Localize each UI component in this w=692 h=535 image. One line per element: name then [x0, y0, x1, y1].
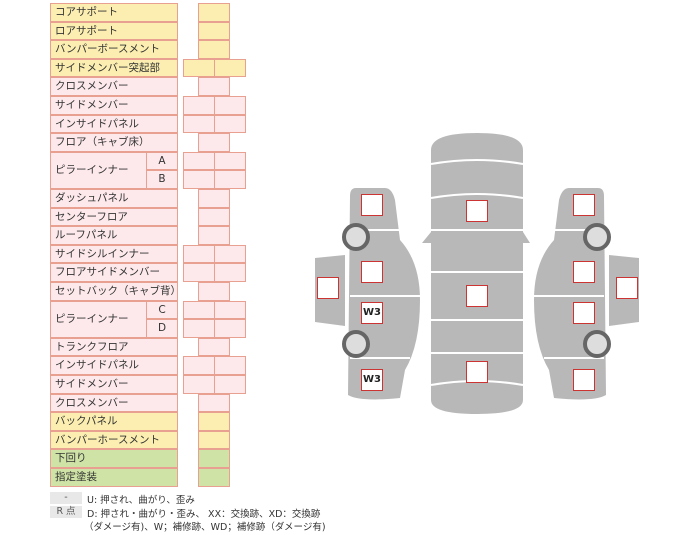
part-cell[interactable] [214, 244, 246, 264]
part-label: ルーフパネル [50, 226, 178, 245]
part-label: フロア（キャブ床） [50, 133, 178, 152]
mark-hood[interactable] [466, 200, 488, 222]
part-cell[interactable] [198, 3, 230, 22]
part-cell[interactable] [214, 151, 246, 171]
wheel-icon [342, 223, 370, 251]
car-right-side [534, 188, 606, 400]
part-cell[interactable] [198, 226, 230, 245]
part-cell[interactable] [214, 114, 246, 134]
part-cell[interactable] [198, 207, 230, 227]
part-cell[interactable] [214, 300, 246, 320]
part-label: クロスメンバー [50, 393, 178, 413]
part-cell[interactable] [198, 189, 230, 208]
part-cell[interactable] [214, 375, 246, 394]
part-sub-label: A [146, 151, 178, 171]
mark-right-front-door[interactable] [573, 261, 595, 283]
part-label: 下回り [50, 449, 178, 468]
part-label: ピラーインナー [50, 151, 147, 189]
legend-text: （ダメージ有)、W；補修跡、WD；補修跡（ダメージ有) [84, 522, 326, 533]
part-label: バックパネル [50, 412, 178, 431]
part-label: サイドメンバー [50, 96, 178, 115]
part-cell[interactable] [214, 263, 246, 282]
mark-right-rear-fender[interactable] [573, 369, 595, 391]
part-cell[interactable] [198, 449, 230, 468]
legend-text: D: 押され・曲がり・歪み、 XX：交換跡、XD：交換跡 [87, 509, 321, 520]
legend-key: R 点 [50, 506, 82, 518]
mark-right-mirror[interactable] [616, 277, 638, 299]
part-label: ロアサポート [50, 21, 178, 41]
part-cell[interactable] [214, 356, 246, 375]
part-label: サイドシルインナー [50, 244, 178, 264]
part-label: インサイドパネル [50, 356, 178, 375]
legend-key: - [50, 492, 82, 504]
part-label: サイドメンバー突起部 [50, 58, 178, 78]
mark-right-front-fender[interactable] [573, 194, 595, 216]
part-cell[interactable] [214, 319, 246, 338]
part-cell[interactable] [214, 58, 246, 78]
part-label: バンパーボースメント [50, 40, 178, 59]
part-label: バンパーホースメント [50, 430, 178, 450]
part-label: フロアサイドメンバー [50, 263, 178, 282]
car-left-side [348, 188, 420, 400]
part-label: 指定塗装 [50, 468, 178, 487]
wheel-icon [342, 330, 370, 358]
part-sub-label: C [146, 300, 178, 320]
wheel-icon [583, 223, 611, 251]
mark-left-mirror[interactable] [317, 277, 339, 299]
part-cell[interactable] [198, 412, 230, 431]
part-cell[interactable] [198, 468, 230, 487]
wheel-icon [583, 330, 611, 358]
part-cell[interactable] [214, 96, 246, 115]
part-label: ピラーインナー [50, 300, 147, 338]
part-label: インサイドパネル [50, 114, 178, 134]
part-label: クロスメンバー [50, 77, 178, 96]
part-cell[interactable] [198, 21, 230, 41]
part-cell[interactable] [198, 133, 230, 152]
part-cell[interactable] [214, 170, 246, 189]
part-sub-label: D [146, 319, 178, 338]
part-cell[interactable] [198, 40, 230, 59]
part-cell[interactable] [198, 393, 230, 413]
mark-roof[interactable] [466, 285, 488, 307]
part-label: サイドメンバー [50, 375, 178, 394]
part-label: ダッシュパネル [50, 189, 178, 208]
mark-left-rear-door[interactable]: W3 [361, 302, 383, 324]
mark-right-rear-door[interactable] [573, 302, 595, 324]
part-cell[interactable] [198, 430, 230, 450]
part-label: センターフロア [50, 207, 178, 227]
wheels [342, 223, 611, 358]
part-cell[interactable] [198, 77, 230, 96]
part-label: セットバック（キャブ背） [50, 282, 178, 301]
mark-left-front-fender[interactable] [361, 194, 383, 216]
mark-left-front-door[interactable] [361, 261, 383, 283]
mark-trunk[interactable] [466, 361, 488, 383]
part-label: トランクフロア [50, 337, 178, 357]
car-center-body [422, 133, 530, 414]
part-sub-label: B [146, 170, 178, 189]
part-cell[interactable] [198, 337, 230, 357]
legend-text: U: 押され、曲がり、歪み [87, 495, 195, 506]
part-label: コアサポート [50, 3, 178, 22]
part-cell[interactable] [198, 282, 230, 301]
mark-left-rear-fender[interactable]: W3 [361, 369, 383, 391]
